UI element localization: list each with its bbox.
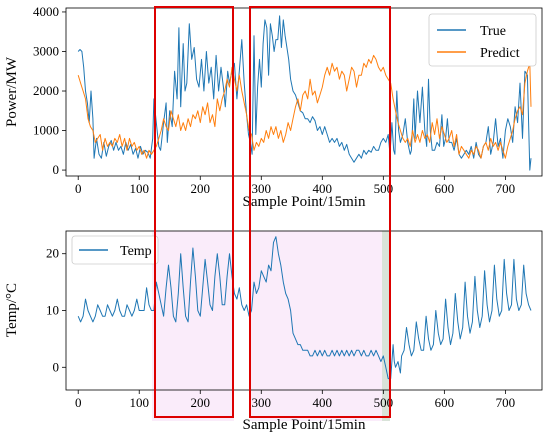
top-series-layer [77,15,532,171]
top-xtick-label: 200 [191,181,211,196]
bottom-ytick-label: 10 [46,303,59,318]
top-xtick-label: 600 [435,181,455,196]
green-band-right [382,231,390,421]
bottom-x-axis-label: Sample Point/15min [243,417,366,433]
bottom-xtick-label: 0 [75,395,82,410]
bottom-yticks: 0 10 20 [46,246,66,374]
top-xtick-label: 300 [252,181,272,196]
top-xticks: 0 100 200 300 400 500 600 700 [75,176,515,196]
top-ytick-label: 1000 [33,123,59,138]
bottom-legend: Temp [71,235,159,265]
pink-band-left [152,231,234,421]
legend-label-predict: Predict [480,46,520,61]
top-series-line-true [77,15,532,171]
bottom-xtick-label: 500 [374,395,394,410]
top-panel: 0 100 200 300 400 500 600 700 0 1000 2000 3000 4000… [4,4,543,210]
top-yticks: 0 1000 2000 3000 4000 [33,4,66,177]
top-xtick-label: 500 [374,181,394,196]
bottom-xtick-label: 200 [191,395,211,410]
bottom-xtick-label: 700 [496,395,516,410]
highlight-box-left [154,6,234,418]
legend-label-temp: Temp [120,244,152,259]
top-ytick-label: 4000 [33,4,59,19]
bottom-legend-frame [71,235,159,265]
bottom-y-axis-label: Temp/°C [4,283,20,337]
top-xtick-label: 700 [496,181,516,196]
bottom-ytick-label: 20 [46,246,59,261]
bottom-xtick-label: 300 [252,395,272,410]
top-legend-frame [428,13,537,67]
highlight-box-right [249,6,391,418]
top-xtick-label: 0 [75,181,82,196]
top-ytick-label: 2000 [33,83,59,98]
top-series-line-predict [77,54,532,159]
top-xtick-label: 400 [313,181,333,196]
top-ytick-label: 0 [53,162,60,177]
top-legend: True Predict [428,13,537,67]
bottom-panel: 0 100 200 300 400 500 600 700 0 10 20 Sample Poin… [4,230,543,433]
legend-label-true: True [480,24,506,39]
top-xtick-label: 100 [129,181,149,196]
pink-band-right [250,231,390,421]
bottom-xtick-label: 400 [313,395,333,410]
bottom-xtick-label: 600 [435,395,455,410]
top-x-axis-label: Sample Point/15min [243,194,366,210]
top-y-axis-label: Power/MW [4,56,20,127]
bottom-ytick-label: 0 [53,359,60,374]
bottom-xtick-label: 100 [129,395,149,410]
top-ytick-label: 3000 [33,43,59,58]
bottom-xticks: 0 100 200 300 400 500 600 700 [75,390,515,410]
